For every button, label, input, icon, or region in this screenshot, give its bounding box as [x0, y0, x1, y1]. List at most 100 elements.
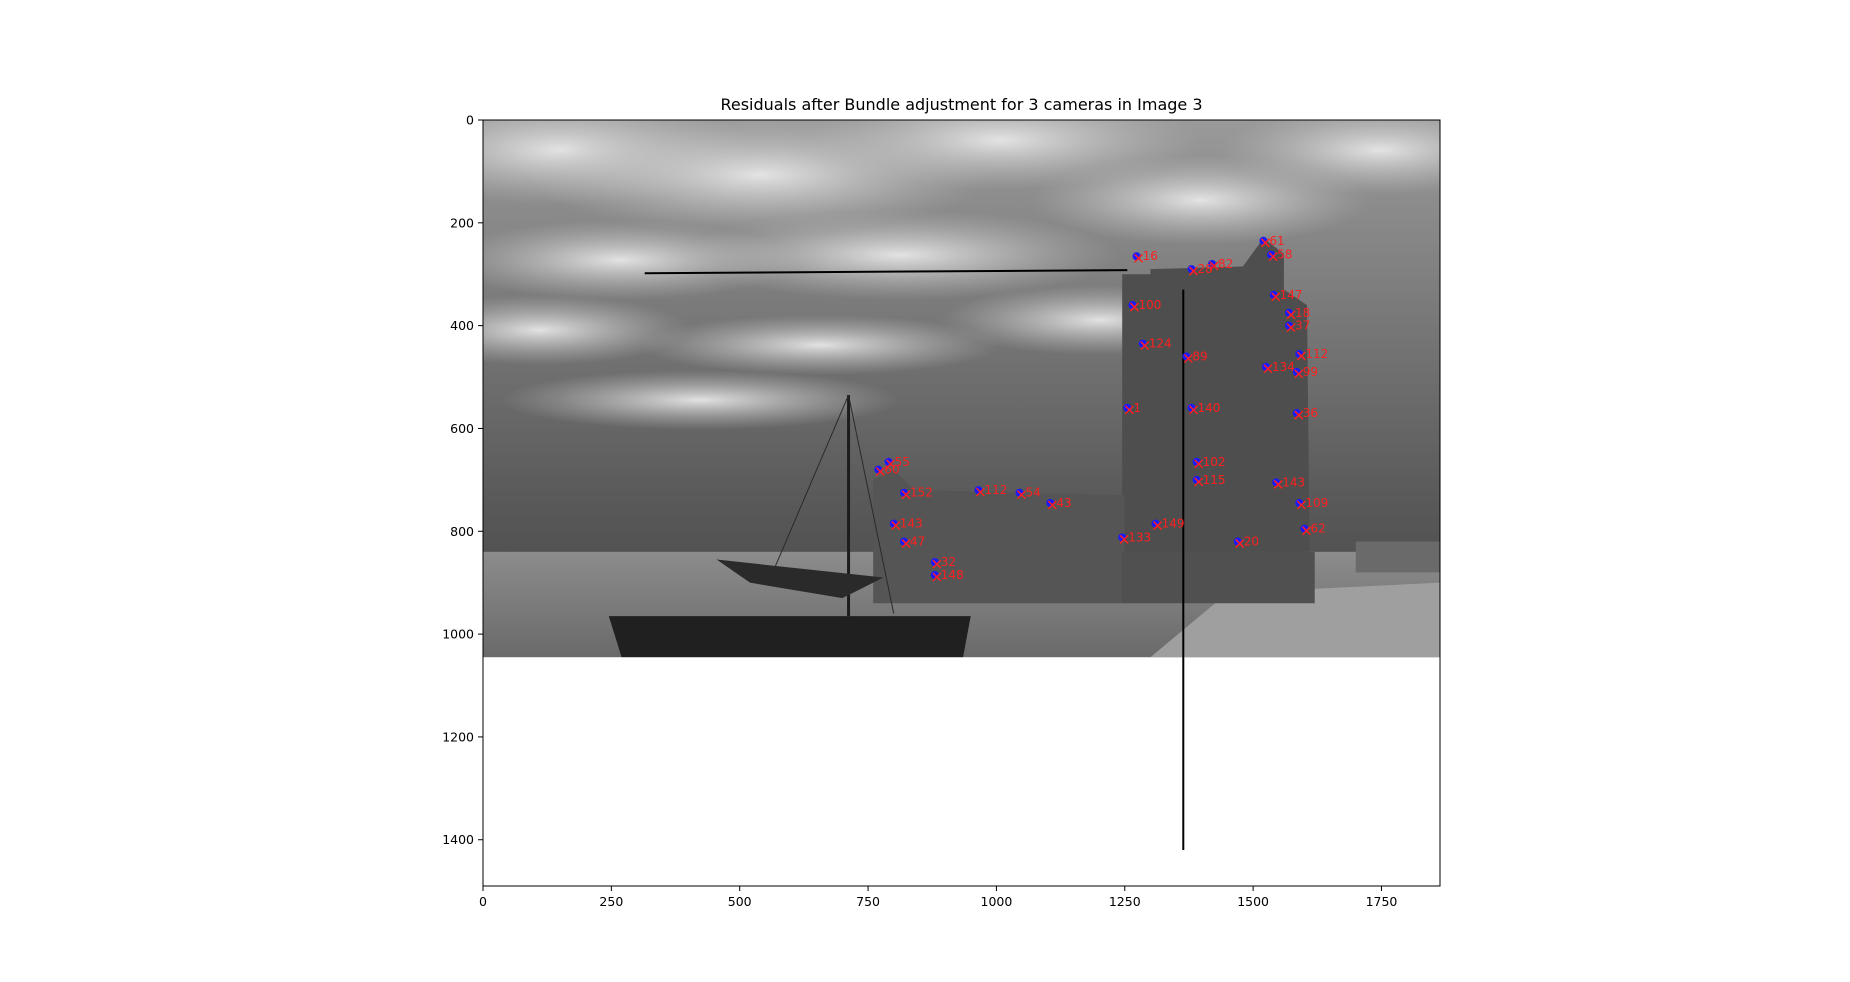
- point-20: 20: [1233, 535, 1259, 549]
- y-tick-label: 600: [450, 421, 474, 436]
- point-label: 16: [1143, 249, 1158, 263]
- point-89: 89: [1182, 349, 1208, 364]
- boat-rigging-2: [848, 394, 895, 614]
- y-tick-label: 1400: [442, 832, 474, 847]
- projected-marker: [1209, 261, 1219, 271]
- projected-marker: [1140, 341, 1150, 351]
- point-label: 37: [1295, 319, 1310, 333]
- projected-marker: [1263, 364, 1273, 374]
- projected-marker: [1271, 292, 1281, 302]
- point-140: 140: [1187, 401, 1220, 415]
- point-label: 112: [1305, 347, 1328, 361]
- point-label: 115: [1203, 473, 1226, 487]
- projected-marker: [1294, 369, 1304, 379]
- projected-marker: [1134, 253, 1144, 263]
- point-124: 124: [1138, 337, 1172, 351]
- projected-marker: [1268, 252, 1278, 262]
- point-label: 102: [1203, 455, 1226, 469]
- projected-marker: [1296, 351, 1306, 361]
- chart-title: Residuals after Bundle adjustment for 3 …: [720, 95, 1202, 114]
- point-label: 124: [1149, 337, 1172, 351]
- x-tick-label: 250: [599, 894, 623, 909]
- tower: [1122, 238, 1310, 552]
- point-label: 62: [1310, 522, 1325, 536]
- point-102: 102: [1192, 455, 1226, 469]
- projected-marker: [1296, 500, 1306, 510]
- point-label: 20: [1244, 535, 1259, 549]
- projected-marker: [1235, 539, 1245, 549]
- projected-marker: [1119, 534, 1129, 544]
- point-143b: 143: [889, 517, 923, 531]
- overlay-lines: [644, 269, 1185, 851]
- projected-marker: [1260, 238, 1270, 248]
- point-1: 1: [1123, 401, 1141, 415]
- point-label: 28: [1198, 262, 1213, 276]
- point-label: 143: [1282, 475, 1305, 489]
- point-label: 61: [1269, 234, 1284, 248]
- projected-marker: [932, 559, 942, 569]
- point-label: 149: [1162, 517, 1185, 531]
- projected-marker: [1194, 477, 1204, 487]
- point-61: 61: [1259, 234, 1285, 248]
- y-tick-label: 1000: [442, 627, 474, 642]
- point-115: 115: [1192, 473, 1226, 487]
- cloud-5: [680, 210, 1120, 300]
- point-label: 100: [1138, 298, 1161, 312]
- projected-marker: [1124, 405, 1134, 415]
- point-label: 32: [941, 555, 956, 569]
- point-149: 149: [1151, 517, 1185, 531]
- y-axis: 0 200 400 600 800 1000 1200 1400: [442, 113, 483, 847]
- projected-marker: [875, 467, 885, 477]
- point-label: 89: [1192, 349, 1207, 363]
- cloud-8: [640, 315, 1000, 375]
- projected-marker: [1301, 526, 1311, 536]
- point-28: 28: [1187, 262, 1213, 276]
- point-label: 99: [1303, 365, 1318, 379]
- projected-marker: [1016, 490, 1027, 500]
- point-label: 152: [910, 486, 933, 500]
- point-133: 133: [1118, 530, 1151, 544]
- x-tick-label: 500: [728, 894, 752, 909]
- x-tick-label: 1250: [1109, 894, 1141, 909]
- point-label: 55: [895, 455, 910, 469]
- projected-marker: [901, 539, 911, 549]
- projected-marker: [1188, 405, 1199, 415]
- point-143: 143: [1272, 475, 1305, 489]
- projected-marker: [1153, 521, 1163, 531]
- point-152: 152: [899, 486, 933, 500]
- point-label: 1: [1133, 401, 1141, 415]
- point-134: 134: [1261, 360, 1295, 374]
- y-tick-label: 200: [450, 215, 474, 230]
- point-label: 36: [1303, 406, 1318, 420]
- projected-marker: [891, 521, 901, 531]
- boat-rigging: [770, 394, 850, 578]
- point-label: 148: [941, 568, 964, 582]
- x-tick-label: 750: [856, 894, 880, 909]
- point-label: 143: [900, 517, 923, 531]
- point-99: 99: [1292, 365, 1318, 379]
- x-tick-label: 0: [479, 894, 487, 909]
- projected-marker: [975, 487, 985, 497]
- projected-marker: [1183, 353, 1193, 364]
- point-148: 148: [930, 568, 964, 582]
- projected-marker: [932, 572, 942, 582]
- x-tick-label: 1500: [1237, 894, 1269, 909]
- point-label: 18: [1295, 306, 1310, 320]
- point-43: 43: [1046, 496, 1072, 510]
- point-16: 16: [1132, 249, 1158, 263]
- point-label: 147: [1280, 288, 1303, 302]
- tower-base: [1122, 551, 1315, 604]
- y-tick-label: 400: [450, 318, 474, 333]
- point-82: 82: [1208, 257, 1233, 271]
- cloud-7: [1220, 120, 1440, 195]
- bastion: [873, 469, 1125, 604]
- y-tick-label: 0: [466, 113, 474, 128]
- projected-marker: [1047, 500, 1057, 510]
- axes-frame: [482, 119, 1441, 887]
- x-tick-label: 1000: [981, 894, 1013, 909]
- point-58: 58: [1267, 248, 1292, 262]
- x-tick-label: 1750: [1366, 894, 1398, 909]
- boat-sail: [716, 559, 884, 599]
